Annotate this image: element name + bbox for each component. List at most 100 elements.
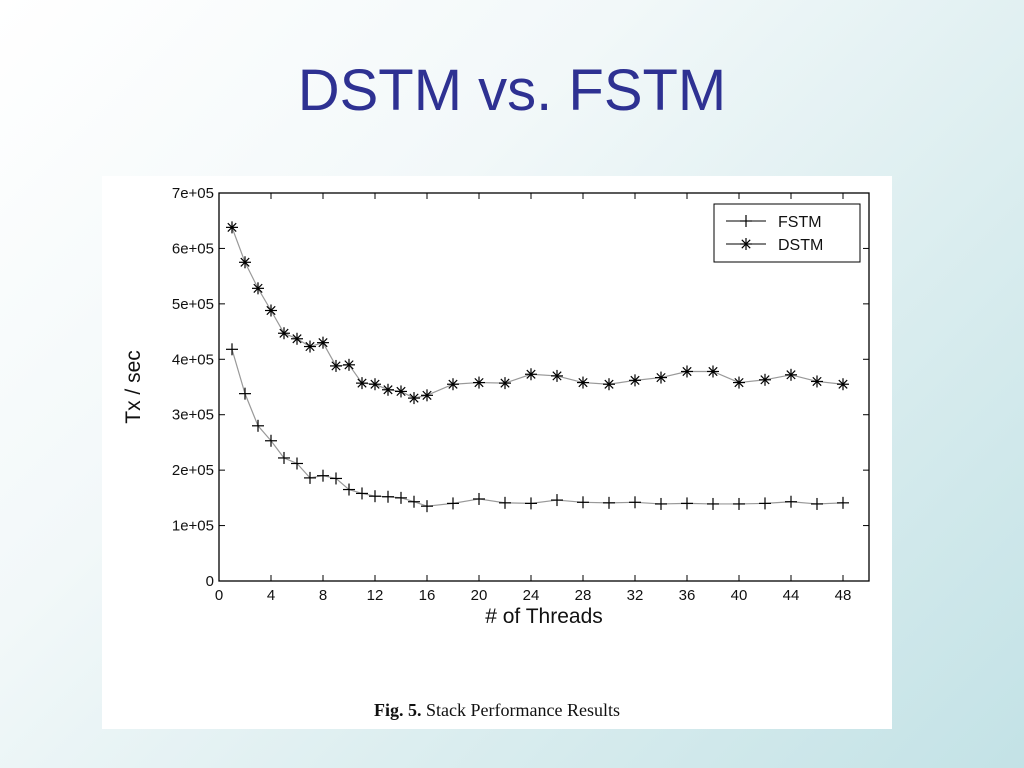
fstm-data-point xyxy=(681,497,693,510)
dstm-data-point xyxy=(291,332,303,345)
dstm-data-point xyxy=(681,365,693,378)
fstm-data-point xyxy=(629,496,641,509)
x-tick-label: 48 xyxy=(835,587,852,604)
dstm-data-point xyxy=(408,392,420,405)
dstm-data-point xyxy=(382,383,394,396)
figure-caption: Fig. 5. Stack Performance Results xyxy=(102,700,892,721)
fstm-data-point xyxy=(603,496,615,509)
fstm-data-point xyxy=(317,469,329,482)
fstm-data-point xyxy=(278,451,290,464)
caption-fig-number: Fig. 5. xyxy=(374,700,422,720)
fstm-legend-marker xyxy=(740,215,752,227)
dstm-legend-label: DSTM xyxy=(778,237,823,254)
dstm-data-point xyxy=(811,375,823,388)
chart-marks xyxy=(226,221,849,513)
dstm-data-point xyxy=(499,377,511,390)
x-tick-label: 16 xyxy=(419,587,436,604)
x-tick-label: 0 xyxy=(215,587,223,604)
fstm-data-point xyxy=(525,497,537,510)
y-tick-label: 0 xyxy=(206,573,214,590)
dstm-data-point xyxy=(304,340,316,353)
fstm-data-point xyxy=(837,496,849,509)
legend-box xyxy=(713,203,861,263)
y-tick-label: 2e+05 xyxy=(172,462,214,479)
fstm-data-point xyxy=(356,487,368,500)
x-tick-label: 12 xyxy=(367,587,384,604)
dstm-legend-marker xyxy=(740,238,752,250)
x-axis-label: # of Threads xyxy=(485,605,603,628)
fstm-data-point xyxy=(252,419,264,432)
dstm-data-point xyxy=(785,368,797,381)
fstm-data-point xyxy=(811,497,823,510)
dstm-data-point xyxy=(343,358,355,371)
chart-axes: 0 4 8 12 16 20 24 28 32 36 40 44 4801e+052e+053e+054… xyxy=(122,185,870,628)
dstm-data-point xyxy=(317,336,329,349)
dstm-data-point xyxy=(551,369,563,382)
fstm-data-point xyxy=(265,434,277,447)
dstm-data-point xyxy=(707,365,719,378)
fstm-data-point xyxy=(421,500,433,513)
fstm-data-point xyxy=(707,497,719,510)
dstm-data-point xyxy=(330,359,342,372)
dstm-data-point xyxy=(395,385,407,398)
caption-text: Stack Performance Results xyxy=(426,700,620,720)
x-tick-label: 44 xyxy=(783,587,800,604)
fstm-data-point xyxy=(343,483,355,496)
dstm-data-point xyxy=(629,374,641,387)
dstm-data-point xyxy=(278,327,290,340)
fstm-data-point xyxy=(499,496,511,509)
x-tick-label: 28 xyxy=(575,587,592,604)
y-tick-label: 3e+05 xyxy=(172,407,214,424)
x-tick-label: 8 xyxy=(319,587,327,604)
fstm-data-point xyxy=(304,471,316,484)
y-tick-label: 1e+05 xyxy=(172,518,214,535)
dstm-data-point xyxy=(356,377,368,390)
y-tick-label: 5e+05 xyxy=(172,296,214,313)
slide-title: DSTM vs. FSTM xyxy=(297,58,727,123)
dstm-data-point xyxy=(577,376,589,389)
y-axis-label: Tx / sec xyxy=(122,350,145,424)
fstm-data-point xyxy=(733,497,745,510)
dstm-data-point xyxy=(733,376,745,389)
dstm-data-point xyxy=(655,371,667,384)
x-tick-label: 32 xyxy=(627,587,644,604)
dstm-data-point xyxy=(239,256,251,269)
x-tick-label: 24 xyxy=(523,587,540,604)
fstm-data-point xyxy=(395,491,407,504)
y-tick-label: 4e+05 xyxy=(172,351,214,368)
fstm-data-point xyxy=(330,472,342,485)
fstm-data-point xyxy=(785,495,797,508)
performance-chart: 0 4 8 12 16 20 24 28 32 36 40 44 4801e+052e+053e+054… xyxy=(122,185,870,628)
chart-legend: FSTM DSTM xyxy=(713,203,861,263)
dstm-data-point xyxy=(369,378,381,391)
fstm-data-point xyxy=(382,490,394,503)
fstm-data-point xyxy=(408,495,420,508)
fstm-data-point xyxy=(577,496,589,509)
dstm-data-point xyxy=(252,282,264,295)
fstm-data-point xyxy=(226,343,238,356)
fstm-data-point xyxy=(655,497,667,510)
fstm-data-point xyxy=(239,387,251,400)
x-tick-label: 40 xyxy=(731,587,748,604)
y-tick-label: 6e+05 xyxy=(172,240,214,257)
figure-panel: 0 4 8 12 16 20 24 28 32 36 40 44 48 0 1e+05 2e+05 3e+05 4… xyxy=(102,176,892,729)
dstm-data-point xyxy=(265,304,277,317)
dstm-data-point xyxy=(525,368,537,381)
fstm-data-point xyxy=(551,494,563,507)
dstm-data-point xyxy=(759,373,771,386)
dstm-data-point xyxy=(226,221,238,234)
x-tick-label: 36 xyxy=(679,587,696,604)
dstm-data-point xyxy=(603,378,615,391)
plot-frame xyxy=(218,192,870,582)
dstm-data-point xyxy=(421,389,433,402)
dstm-data-point xyxy=(447,378,459,391)
fstm-data-point xyxy=(759,497,771,510)
fstm-data-point xyxy=(369,490,381,503)
fstm-data-point xyxy=(291,457,303,470)
x-tick-label: 4 xyxy=(267,587,275,604)
x-tick-label: 20 xyxy=(471,587,488,604)
fstm-series-line xyxy=(231,349,844,507)
dstm-data-point xyxy=(473,376,485,389)
fstm-data-point xyxy=(473,492,485,505)
fstm-data-point xyxy=(447,497,459,510)
